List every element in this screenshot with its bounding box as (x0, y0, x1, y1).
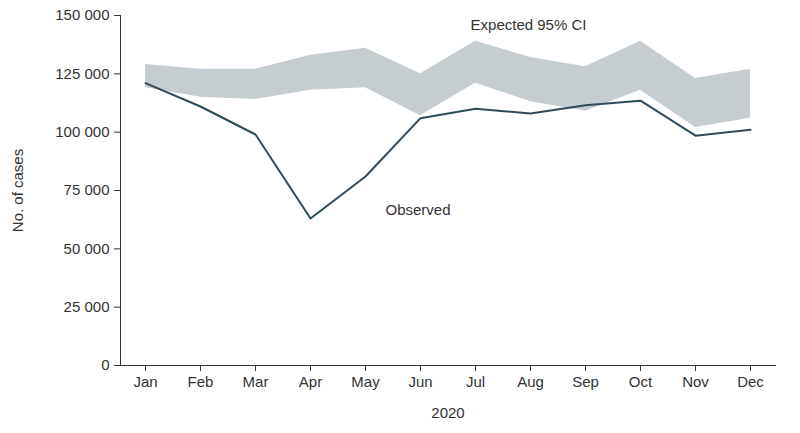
svg-text:50 000: 50 000 (64, 240, 110, 257)
svg-text:No. of cases: No. of cases (9, 149, 26, 232)
svg-text:Observed: Observed (386, 201, 451, 218)
svg-text:Oct: Oct (629, 373, 653, 390)
svg-text:Aug: Aug (517, 373, 544, 390)
svg-text:Apr: Apr (299, 373, 322, 390)
svg-text:May: May (351, 373, 380, 390)
svg-text:Feb: Feb (188, 373, 214, 390)
svg-text:75 000: 75 000 (64, 181, 110, 198)
svg-text:Expected 95% CI: Expected 95% CI (471, 16, 587, 33)
svg-text:0: 0 (101, 356, 109, 373)
svg-text:150 000: 150 000 (55, 6, 109, 23)
svg-text:Nov: Nov (682, 373, 709, 390)
svg-text:Sep: Sep (572, 373, 599, 390)
svg-text:Mar: Mar (243, 373, 269, 390)
svg-text:Jun: Jun (408, 373, 432, 390)
svg-text:2020: 2020 (431, 404, 464, 421)
svg-text:Jan: Jan (133, 373, 157, 390)
svg-text:125 000: 125 000 (55, 65, 109, 82)
svg-text:25 000: 25 000 (64, 298, 110, 315)
svg-text:Dec: Dec (737, 373, 764, 390)
svg-text:100 000: 100 000 (55, 123, 109, 140)
svg-text:Jul: Jul (466, 373, 485, 390)
